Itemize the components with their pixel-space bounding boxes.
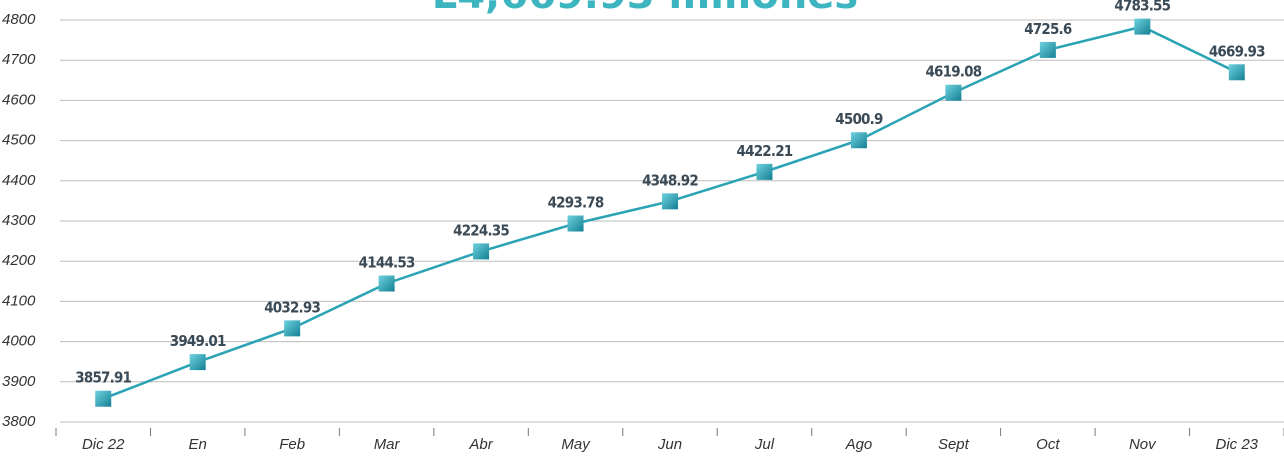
- y-tick-label: 4000: [2, 333, 36, 350]
- marker: [473, 243, 490, 260]
- marker: [378, 275, 395, 292]
- x-tick-label: May: [561, 436, 591, 453]
- marker: [945, 84, 962, 101]
- data-label: 3949.01: [170, 332, 226, 350]
- x-tick-label: Abr: [468, 436, 493, 453]
- x-tick-label: En: [189, 436, 207, 453]
- data-label: 4669.93: [1209, 42, 1265, 60]
- y-tick-label: 3800: [2, 413, 36, 430]
- line: [102, 25, 1238, 400]
- y-tick-label: 4800: [2, 11, 36, 28]
- data-label: 4725.6: [1024, 20, 1072, 38]
- marker: [95, 390, 112, 407]
- data-label: 4619.08: [925, 63, 981, 81]
- data-label: 4144.53: [359, 253, 415, 271]
- data-label: 4224.35: [453, 221, 509, 239]
- x-tick-label: Mar: [374, 436, 401, 453]
- data-label: 4422.21: [737, 142, 793, 160]
- marker: [1228, 64, 1245, 81]
- y-tick-label: 4700: [2, 51, 36, 68]
- marker: [567, 215, 584, 232]
- y-tick-label: 4200: [2, 252, 36, 269]
- y-tick-label: 4300: [2, 212, 36, 229]
- marker: [662, 193, 678, 210]
- data-label: 3857.91: [75, 369, 131, 387]
- x-tick-label: Feb: [279, 436, 305, 453]
- x-tick-label: Oct: [1036, 436, 1060, 453]
- x-tick-label: Dic 23: [1216, 436, 1259, 453]
- marker: [1039, 41, 1056, 58]
- x-tick-label: Nov: [1129, 436, 1157, 453]
- marker: [189, 354, 206, 371]
- x-tick-label: Jun: [657, 436, 682, 453]
- x-tick-label: Sept: [938, 436, 970, 453]
- x-tick-label: Dic 22: [82, 436, 125, 453]
- y-tick-label: 3900: [2, 373, 36, 390]
- x-tick-label: Ago: [845, 436, 873, 453]
- y-tick-label: 4400: [2, 172, 36, 189]
- y-tick-label: 4500: [2, 132, 36, 149]
- y-tick-label: 4100: [2, 292, 36, 309]
- x-tick-label: Jul: [754, 436, 775, 453]
- y-tick-label: 4600: [2, 91, 36, 108]
- data-label: 4032.93: [264, 298, 320, 316]
- marker: [850, 132, 867, 149]
- marker: [756, 163, 773, 180]
- data-label: 4783.55: [1114, 0, 1170, 15]
- data-label: 4500.9: [835, 110, 883, 128]
- marker: [1134, 18, 1151, 35]
- data-label: 4348.92: [642, 171, 698, 189]
- data-label: 4293.78: [548, 194, 604, 212]
- chart-title: L4,669.93 millones: [432, 0, 859, 18]
- marker: [284, 320, 301, 337]
